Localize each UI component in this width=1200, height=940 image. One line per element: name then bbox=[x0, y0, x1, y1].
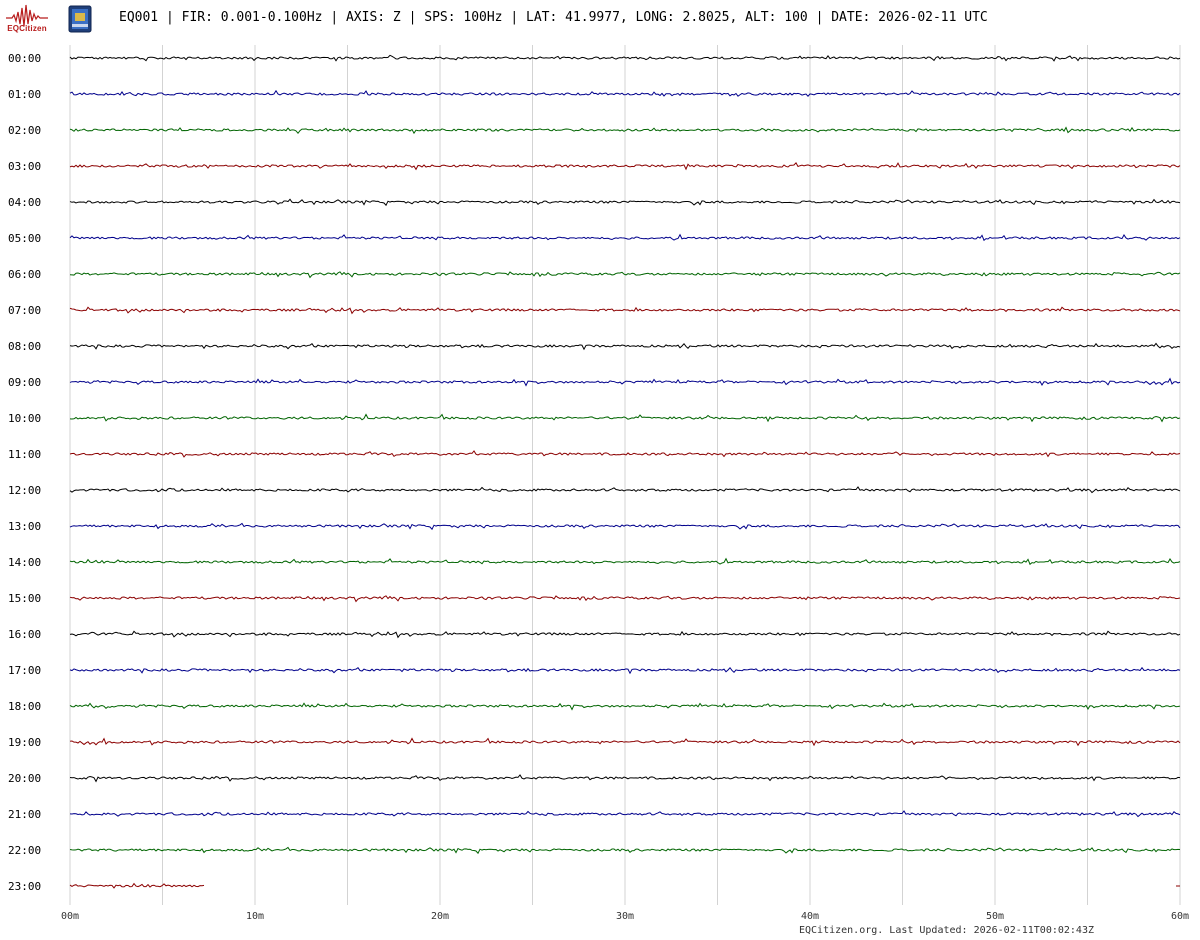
seismic-trace bbox=[69, 54, 1181, 62]
seismic-trace bbox=[69, 630, 1181, 639]
row-time-label: 22:00 bbox=[8, 844, 41, 857]
row-time-label: 00:00 bbox=[8, 52, 41, 65]
row-time-label: 05:00 bbox=[8, 232, 41, 245]
seismic-trace bbox=[69, 486, 1181, 494]
row-time-label: 07:00 bbox=[8, 304, 41, 317]
eqcitizen-logo bbox=[4, 2, 50, 38]
row-time-label: 20:00 bbox=[8, 772, 41, 785]
seismic-trace bbox=[69, 413, 1181, 423]
row-time-label: 06:00 bbox=[8, 268, 41, 281]
x-tick-label: 00m bbox=[61, 911, 79, 922]
header-bar: EQCitizen EQ001 | FIR: 0.001-0.100Hz | A… bbox=[0, 0, 1200, 40]
logo-text: EQCitizen bbox=[7, 24, 47, 33]
seismic-trace bbox=[69, 306, 1181, 315]
seismic-trace bbox=[69, 666, 1181, 675]
seismic-trace bbox=[69, 161, 1181, 171]
x-tick-label: 40m bbox=[801, 911, 819, 922]
x-tick-label: 30m bbox=[616, 911, 634, 922]
seismic-trace bbox=[69, 377, 1181, 387]
row-time-label: 03:00 bbox=[8, 160, 41, 173]
row-time-label: 12:00 bbox=[8, 484, 41, 497]
seismic-trace bbox=[69, 233, 1181, 242]
row-time-label: 13:00 bbox=[8, 520, 41, 533]
seismic-trace bbox=[69, 882, 205, 889]
seismic-trace bbox=[69, 450, 1181, 458]
seismic-trace bbox=[69, 557, 1181, 566]
row-time-label: 14:00 bbox=[8, 556, 41, 569]
row-time-label: 08:00 bbox=[8, 340, 41, 353]
seismic-trace bbox=[69, 810, 1181, 818]
row-time-label: 10:00 bbox=[8, 412, 41, 425]
seismometer-device-icon bbox=[68, 5, 92, 33]
chart-title: EQ001 | FIR: 0.001-0.100Hz | AXIS: Z | S… bbox=[119, 10, 988, 25]
last-updated-footer: EQCitizen.org. Last Updated: 2026-02-11T… bbox=[798, 925, 1094, 936]
seismic-trace bbox=[69, 89, 1181, 97]
seismic-trace bbox=[69, 846, 1181, 855]
row-time-label: 11:00 bbox=[8, 448, 41, 461]
row-time-label: 04:00 bbox=[8, 196, 41, 209]
x-tick-label: 60m bbox=[1171, 911, 1189, 922]
seismic-trace bbox=[69, 126, 1181, 135]
row-time-label: 19:00 bbox=[8, 736, 41, 749]
seismic-trace bbox=[69, 522, 1181, 531]
row-time-label: 21:00 bbox=[8, 808, 41, 821]
row-time-label: 15:00 bbox=[8, 592, 41, 605]
seismic-waveform-logo-icon bbox=[6, 4, 48, 27]
x-tick-label: 10m bbox=[246, 911, 264, 922]
seismic-trace bbox=[69, 595, 1181, 603]
seismic-trace bbox=[69, 342, 1181, 351]
seismic-trace bbox=[69, 198, 1181, 207]
row-time-label: 16:00 bbox=[8, 628, 41, 641]
seismic-trace bbox=[69, 271, 1181, 279]
row-time-label: 02:00 bbox=[8, 124, 41, 137]
seismic-trace bbox=[69, 702, 1181, 711]
row-time-label: 17:00 bbox=[8, 664, 41, 677]
seismic-trace bbox=[69, 774, 1181, 783]
x-tick-label: 50m bbox=[986, 911, 1004, 922]
row-time-label: 09:00 bbox=[8, 376, 41, 389]
row-time-label: 23:00 bbox=[8, 880, 41, 893]
row-time-label: 18:00 bbox=[8, 700, 41, 713]
seismic-trace bbox=[69, 737, 1181, 747]
x-tick-label: 20m bbox=[431, 911, 449, 922]
row-time-label: 01:00 bbox=[8, 88, 41, 101]
